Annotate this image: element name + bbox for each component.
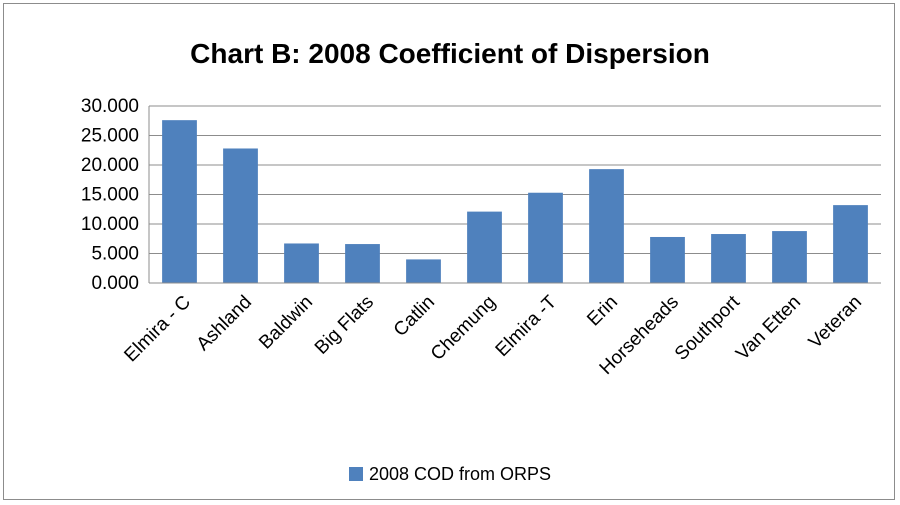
x-tick-label: Elmira -T	[492, 291, 562, 361]
legend-label: 2008 COD from ORPS	[368, 464, 552, 484]
bar	[772, 231, 807, 283]
y-tick-label: 5.000	[91, 244, 139, 265]
x-tick-label: Elmira - C	[120, 292, 195, 367]
chart-title: Chart B: 2008 Coefficient of Dispersion	[190, 38, 710, 69]
bar	[833, 205, 868, 283]
bar	[345, 244, 380, 283]
y-tick-label: 25.000	[81, 126, 139, 147]
bar	[528, 192, 563, 283]
x-tick-label: Baldwin	[255, 292, 317, 354]
bar	[284, 243, 319, 283]
bar	[406, 259, 441, 283]
x-tick-label: Big Flats	[311, 292, 378, 359]
x-tick-label: Ashland	[193, 292, 256, 355]
bar	[711, 234, 746, 283]
bar	[589, 169, 624, 283]
y-tick-label: 30.000	[81, 96, 139, 117]
x-tick-label: Veteran	[805, 292, 866, 353]
bar	[223, 148, 258, 283]
x-tick-label: Catlin	[390, 292, 439, 341]
bar	[650, 236, 685, 283]
legend: 2008 COD from ORPS	[4, 464, 896, 485]
x-tick-label: Southport	[671, 291, 745, 365]
legend-swatch	[348, 467, 363, 481]
bar	[162, 120, 197, 283]
bar-chart: 0.000 5.000 10.000 15.000 20.000 25.000 30.000…	[81, 96, 881, 379]
y-tick-label: 0.000	[91, 273, 139, 294]
y-tick-label: 10.000	[81, 214, 139, 235]
bar	[467, 211, 502, 283]
x-tick-label: Erin	[583, 292, 622, 331]
chart-frame: Chart B: 2008 Coefficient of Dispersion …	[3, 3, 895, 500]
y-tick-label: 15.000	[81, 185, 139, 206]
x-tick-label: Chemung	[427, 292, 500, 365]
y-tick-label: 20.000	[81, 155, 139, 176]
x-tick-label: Van Etten	[732, 292, 805, 365]
